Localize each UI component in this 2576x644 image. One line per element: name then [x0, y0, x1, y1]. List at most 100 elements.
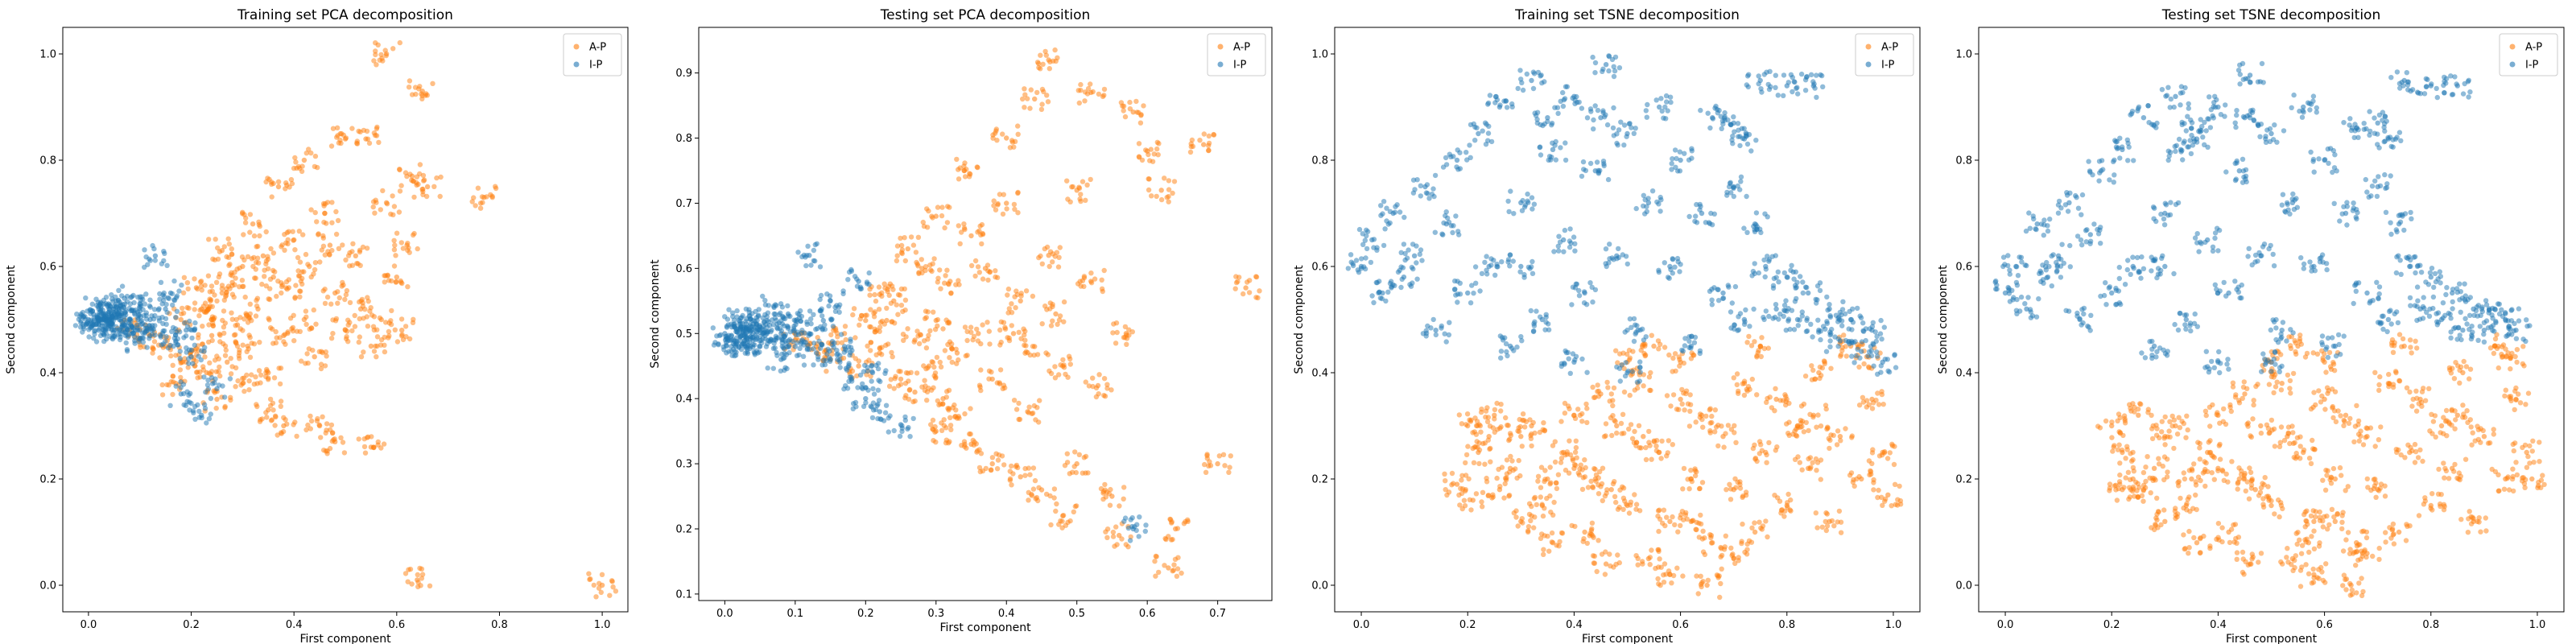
data-point [1629, 125, 1634, 130]
data-point [1657, 582, 1663, 588]
data-point [1773, 302, 1779, 308]
data-point [824, 351, 830, 357]
data-point [357, 334, 362, 340]
data-point [329, 200, 335, 205]
data-point [1775, 93, 1781, 98]
data-point [393, 253, 398, 258]
data-point [974, 326, 980, 332]
data-point [1718, 554, 1724, 559]
data-point [757, 349, 762, 355]
data-point [1641, 434, 1646, 440]
data-point [382, 349, 388, 355]
data-point [1744, 82, 1749, 88]
data-point [1651, 343, 1657, 349]
data-point [869, 404, 875, 410]
data-point [222, 405, 228, 411]
data-point [1620, 350, 1626, 356]
data-point [988, 467, 994, 473]
data-point [330, 126, 336, 131]
data-point [817, 264, 824, 270]
data-point [1540, 513, 1546, 519]
data-point [1811, 81, 1817, 87]
legend-marker [1217, 61, 1224, 68]
data-point [207, 289, 213, 295]
data-point [1591, 394, 1597, 401]
data-point [1747, 324, 1752, 329]
data-point [1724, 487, 1729, 493]
data-point [985, 320, 990, 325]
data-point [1814, 94, 1819, 101]
data-point [1356, 226, 1363, 233]
data-point [949, 346, 955, 352]
data-point [1705, 110, 1711, 116]
data-point [2207, 438, 2213, 444]
data-point [807, 331, 812, 336]
data-point [1550, 443, 1556, 448]
data-point [1643, 108, 1649, 114]
data-point [170, 324, 176, 331]
data-point [834, 330, 840, 336]
data-point [1661, 580, 1667, 585]
data-point [1696, 485, 1703, 492]
data-point [1560, 103, 1567, 109]
data-point [242, 316, 247, 322]
data-point [1659, 108, 1665, 114]
data-point [322, 363, 328, 369]
data-point [1476, 440, 1482, 446]
data-point [1828, 432, 1834, 438]
data-point [2174, 431, 2181, 437]
data-point [424, 184, 431, 190]
data-point [1649, 188, 1656, 194]
data-point [396, 209, 402, 215]
data-point [962, 441, 968, 448]
data-point [2127, 477, 2133, 482]
data-point [289, 180, 295, 187]
data-point [318, 435, 324, 440]
data-point [263, 410, 269, 415]
data-point [1076, 184, 1082, 190]
data-point [356, 128, 361, 134]
data-point [1573, 444, 1579, 451]
series-a-p [1442, 332, 1904, 601]
data-point [252, 275, 258, 281]
data-point [1800, 290, 1806, 296]
data-point [2123, 456, 2128, 461]
data-point [2184, 501, 2190, 506]
data-point [865, 365, 870, 370]
data-point [1709, 297, 1715, 303]
data-point [1638, 347, 1644, 353]
data-point [1820, 84, 1826, 90]
data-point [1812, 85, 1818, 91]
data-point [1807, 455, 1814, 460]
y-tick-label: 0.7 [675, 198, 692, 210]
data-point [1558, 530, 1565, 536]
data-point [846, 269, 852, 275]
data-point [1591, 126, 1596, 132]
data-point [399, 328, 405, 333]
data-point [242, 220, 249, 225]
data-point [1653, 443, 1659, 449]
data-point [980, 276, 986, 282]
data-point [1818, 423, 1824, 429]
data-point [863, 400, 869, 406]
data-point [229, 364, 235, 369]
data-point [2221, 406, 2227, 412]
data-point [1721, 547, 1728, 552]
data-point [990, 135, 996, 141]
data-point [469, 199, 475, 204]
data-point [871, 391, 877, 397]
data-point [311, 307, 316, 313]
data-point [945, 281, 952, 287]
data-point [1012, 206, 1018, 213]
data-point [970, 337, 976, 343]
data-point [1122, 324, 1129, 330]
data-point [920, 219, 926, 225]
data-point [1067, 471, 1072, 477]
data-point [1732, 560, 1738, 567]
data-point [1015, 210, 1021, 216]
data-point [1394, 202, 1400, 208]
data-point [1044, 307, 1050, 312]
data-point [205, 273, 212, 279]
data-point [1015, 464, 1021, 471]
data-point [134, 327, 141, 333]
